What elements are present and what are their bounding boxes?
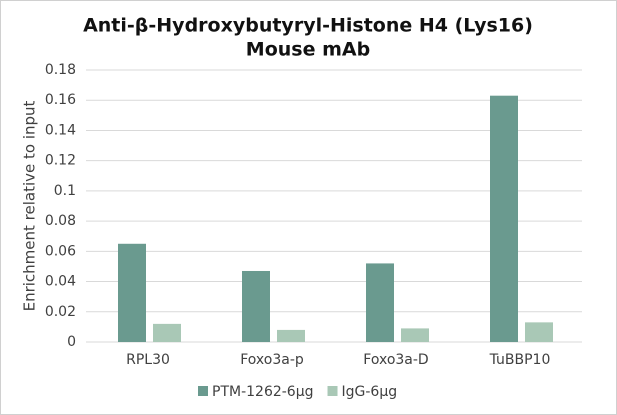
y-tick-label: 0.06 — [45, 243, 76, 259]
legend-label: PTM-1262-6μg — [212, 384, 314, 400]
y-axis-label: Enrichment relative to input — [21, 100, 39, 311]
y-tick-label: 0.04 — [45, 274, 76, 290]
y-tick-label: 0.1 — [54, 183, 76, 199]
legend-label: IgG-6μg — [342, 384, 398, 400]
bar — [242, 270, 270, 342]
chart-title: Mouse mAb — [246, 39, 370, 61]
y-tick-label: 0.18 — [45, 62, 76, 78]
x-tick-label: TuBBP10 — [489, 352, 551, 368]
x-tick-label: Foxo3a-D — [363, 352, 428, 368]
chart-title: Anti-β-Hydroxybutyryl-Histone H4 (Lys16) — [83, 15, 533, 37]
y-tick-label: 0 — [67, 334, 76, 350]
bar — [366, 263, 394, 342]
x-tick-label: Foxo3a-p — [240, 352, 304, 368]
y-tick-label: 0.16 — [45, 92, 76, 108]
y-tick-label: 0.14 — [45, 122, 76, 138]
bar — [401, 328, 429, 342]
y-tick-label: 0.12 — [45, 153, 76, 169]
y-tick-label: 0.08 — [45, 213, 76, 229]
y-tick-label: 0.02 — [45, 304, 76, 320]
legend-swatch — [198, 386, 208, 396]
x-tick-label: RPL30 — [126, 352, 170, 368]
legend-swatch — [327, 386, 338, 396]
bar — [525, 322, 553, 342]
bar — [490, 95, 518, 342]
bar — [277, 329, 305, 342]
bar — [153, 323, 181, 342]
bar — [118, 243, 146, 342]
